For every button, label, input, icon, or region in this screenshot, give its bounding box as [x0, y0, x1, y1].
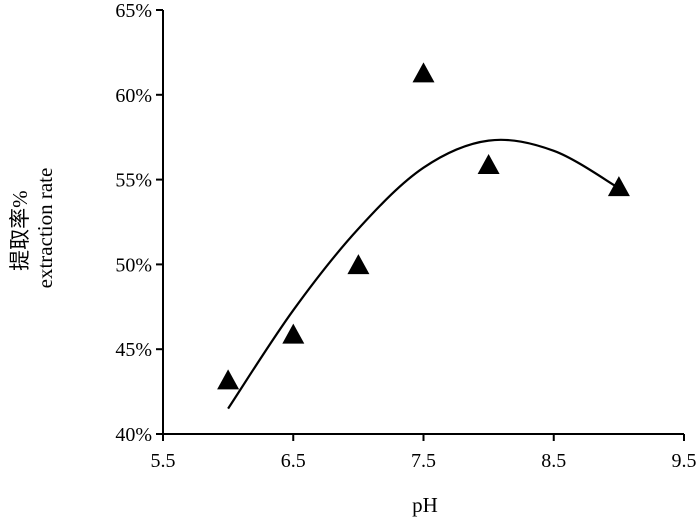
- y-axis-title-line-2: extraction rate: [33, 168, 57, 289]
- data-point: [412, 62, 435, 83]
- y-tick-label: 60%: [115, 85, 152, 107]
- tick-labels: 40% 45% 50% 55% 60% 65% 5.5 6.5 7.5 8.5 9.5: [115, 0, 696, 472]
- data-point: [607, 176, 630, 197]
- data-point: [477, 154, 500, 174]
- ticks: [156, 9, 685, 441]
- data-points: [217, 62, 630, 390]
- data-point: [347, 254, 370, 275]
- x-tick-label: 9.5: [672, 450, 697, 472]
- x-tick-label: 6.5: [281, 450, 306, 472]
- y-axis-title-line-1: 提取率%: [8, 190, 32, 271]
- x-tick-label: 7.5: [411, 450, 436, 472]
- y-tick-label: 65%: [115, 0, 152, 22]
- x-tick-label: 5.5: [151, 450, 176, 472]
- x-axis-title: pH: [412, 493, 438, 517]
- trend-line: [227, 138, 620, 410]
- data-point: [282, 323, 305, 344]
- x-tick-label: 8.5: [541, 450, 566, 472]
- y-tick-label: 40%: [115, 424, 152, 446]
- y-tick-label: 55%: [115, 170, 152, 192]
- y-tick-label: 45%: [115, 339, 152, 361]
- data-point: [217, 369, 240, 390]
- y-tick-label: 50%: [115, 254, 152, 276]
- y-axis-title: 提取率% extraction rate: [8, 168, 57, 289]
